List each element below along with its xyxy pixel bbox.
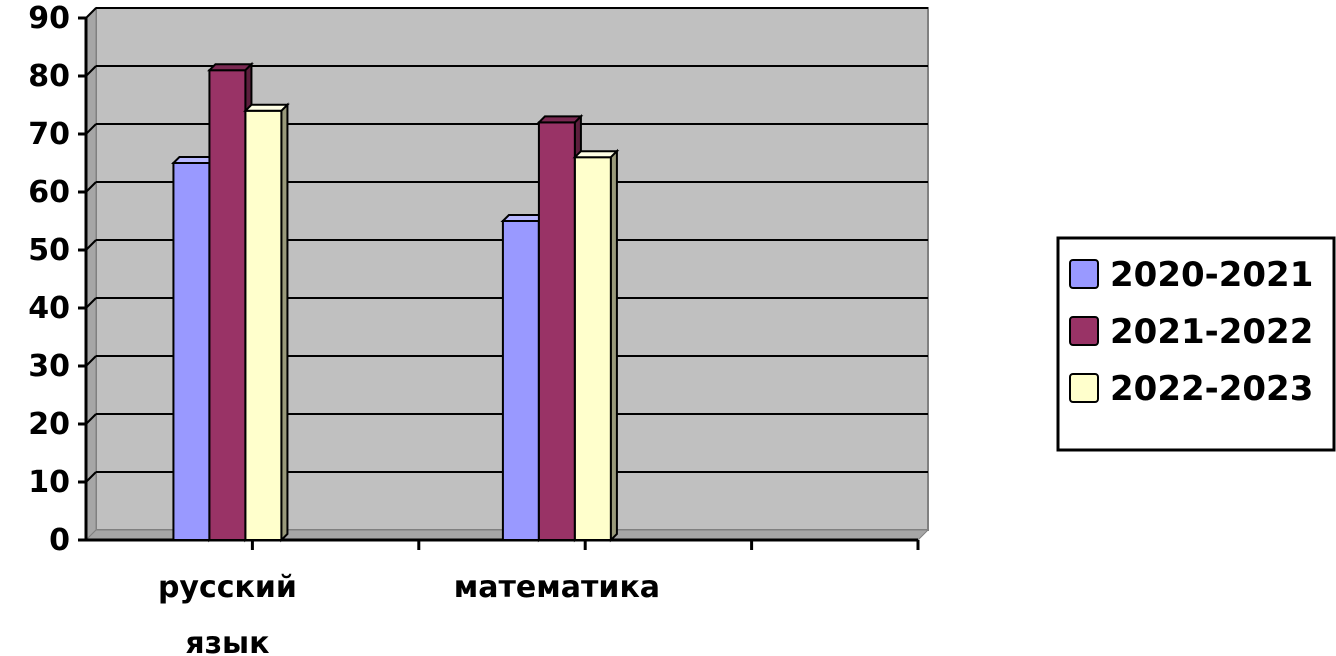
bar-side: [609, 148, 618, 543]
legend-item: 2020-2021: [1069, 255, 1313, 295]
bar-front: [573, 156, 612, 541]
x-category-label: математика: [454, 570, 660, 605]
y-tick-label: 30: [28, 349, 70, 384]
bar: [243, 102, 290, 543]
legend-swatch: [1069, 316, 1099, 346]
y-tick-label: 70: [28, 117, 70, 152]
legend-label: 2020-2021: [1110, 255, 1313, 295]
bars: [171, 61, 620, 543]
legend-label: 2021-2022: [1110, 312, 1313, 352]
gridline-side: [85, 65, 97, 77]
y-tick-label: 90: [28, 1, 70, 36]
legend: 2020-2021 2021-2022 2022-2023: [1056, 236, 1336, 452]
gridline-side: [85, 355, 97, 367]
bar: [572, 148, 620, 543]
gridline-side: [85, 297, 97, 309]
x-category-label: русский: [158, 570, 297, 605]
y-tick-label: 0: [49, 523, 70, 558]
legend-swatch: [1069, 259, 1099, 289]
legend-swatch: [1069, 373, 1099, 403]
bar-front: [208, 69, 247, 541]
gridline-side: [85, 123, 97, 135]
gridline-side: [85, 181, 97, 193]
gridline-side: [85, 239, 97, 251]
legend-label: 2022-2023: [1110, 369, 1313, 409]
bar-side: [280, 102, 289, 543]
legend-item: 2022-2023: [1069, 369, 1313, 409]
y-tick-label: 40: [28, 291, 70, 326]
legend-box: [1056, 236, 1336, 452]
bar-front: [501, 220, 540, 541]
axis-labels: русский язык математика: [158, 570, 660, 656]
axes: 0 10 20 30 40 50 60 70 80 90: [28, 1, 920, 558]
y-tick-label: 20: [28, 407, 70, 442]
gridline-side: [85, 413, 97, 425]
y-tick-label: 80: [28, 59, 70, 94]
y-tick-label: 60: [28, 175, 70, 210]
bar-front: [244, 109, 283, 542]
y-tick-label: 50: [28, 233, 70, 268]
gridline-side: [85, 7, 97, 19]
y-tick-label: 10: [28, 465, 70, 500]
x-category-label: язык: [185, 626, 269, 656]
legend-item: 2021-2022: [1069, 312, 1313, 352]
gridline-side: [85, 471, 97, 483]
bar-front: [172, 162, 211, 541]
bar-front: [537, 121, 576, 542]
